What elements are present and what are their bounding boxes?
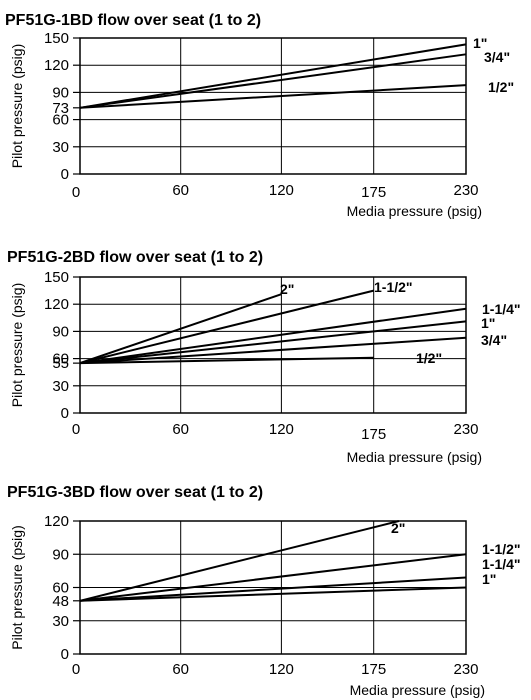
- series-label: 1": [473, 35, 487, 51]
- series-line: [79, 307, 467, 365]
- y-tick-label: 60: [52, 351, 69, 368]
- series-line: [79, 520, 400, 602]
- x-tick-label: 0: [72, 661, 80, 678]
- x-tick-label: 175: [361, 184, 386, 201]
- series-label: 1/2": [416, 350, 442, 366]
- y-tick-label: 120: [44, 57, 69, 74]
- x-tick-label: 120: [269, 182, 294, 199]
- series-line: [79, 576, 467, 602]
- y-tick-label: 60: [52, 580, 69, 597]
- x-tick-label: 175: [361, 426, 386, 443]
- y-tick-label: 90: [52, 84, 69, 101]
- series-line: [79, 43, 467, 109]
- series-line: [79, 293, 282, 365]
- series-line: [79, 356, 374, 365]
- x-tick-label: 0: [72, 184, 80, 201]
- series-label: 3/4": [481, 332, 507, 348]
- plot-frame: [79, 276, 467, 414]
- y-tick-label: 60: [52, 112, 69, 129]
- x-tick-label: 0: [72, 421, 80, 438]
- x-tick-label: 230: [453, 182, 478, 199]
- x-axis-label: Media pressure (psig): [350, 682, 485, 698]
- series-label: 1-1/2": [374, 279, 413, 295]
- y-tick-label: 150: [44, 269, 69, 286]
- y-tick-label: 30: [52, 139, 69, 156]
- series-label: 1": [482, 571, 496, 587]
- chart-title: PF51G-3BD flow over seat (1 to 2): [7, 484, 263, 501]
- y-tick-label: 0: [61, 166, 69, 183]
- series-line: [79, 586, 467, 602]
- y-tick-label: 0: [61, 646, 69, 663]
- x-tick-label: 120: [269, 421, 294, 438]
- series-label: 2": [280, 281, 294, 297]
- y-tick-label: 0: [61, 405, 69, 422]
- series-line: [79, 84, 467, 109]
- x-tick-label: 60: [172, 661, 189, 678]
- series-label: 1-1/2": [482, 541, 521, 557]
- series-line: [79, 53, 467, 109]
- series-line: [79, 553, 467, 602]
- x-tick-label: 230: [453, 661, 478, 678]
- series-line: [79, 336, 467, 365]
- series-label: 1": [481, 315, 495, 331]
- x-axis-label: Media pressure (psig): [347, 203, 482, 219]
- chart-2: PF51G-2BD flow over seat (1 to 2)0305560…: [7, 249, 521, 465]
- y-tick-label: 120: [44, 513, 69, 530]
- chart-title: PF51G-1BD flow over seat (1 to 2): [5, 12, 261, 29]
- x-axis-label: Media pressure (psig): [347, 449, 482, 465]
- series-label: 1-1/4": [482, 301, 521, 317]
- y-axis-label: Pilot pressure (psig): [9, 44, 25, 169]
- y-tick-label: 73: [52, 100, 69, 117]
- y-tick-label: 55: [52, 355, 69, 372]
- y-tick-label: 30: [52, 378, 69, 395]
- y-axis-label: Pilot pressure (psig): [9, 525, 25, 650]
- y-tick-label: 120: [44, 296, 69, 313]
- chart-title: PF51G-2BD flow over seat (1 to 2): [7, 249, 263, 266]
- y-tick-label: 30: [52, 613, 69, 630]
- y-tick-label: 90: [52, 323, 69, 340]
- series-label: 3/4": [484, 49, 510, 65]
- y-axis-label: Pilot pressure (psig): [9, 283, 25, 408]
- series-line: [79, 289, 374, 365]
- chart-1: PF51G-1BD flow over seat (1 to 2)0306073…: [5, 12, 514, 219]
- chart-3: PF51G-3BD flow over seat (1 to 2)0304860…: [7, 484, 521, 698]
- series-label: 1-1/4": [482, 556, 521, 572]
- x-tick-label: 60: [172, 182, 189, 199]
- plot-frame: [79, 37, 467, 175]
- series-line: [79, 320, 467, 365]
- x-tick-label: 60: [172, 421, 189, 438]
- x-tick-label: 120: [269, 661, 294, 678]
- series-label: 1/2": [488, 79, 514, 95]
- y-tick-label: 90: [52, 546, 69, 563]
- y-tick-label: 48: [52, 593, 69, 610]
- x-tick-label: 175: [361, 661, 386, 678]
- x-tick-label: 230: [453, 421, 478, 438]
- y-tick-label: 150: [44, 30, 69, 47]
- series-label: 2": [391, 520, 405, 536]
